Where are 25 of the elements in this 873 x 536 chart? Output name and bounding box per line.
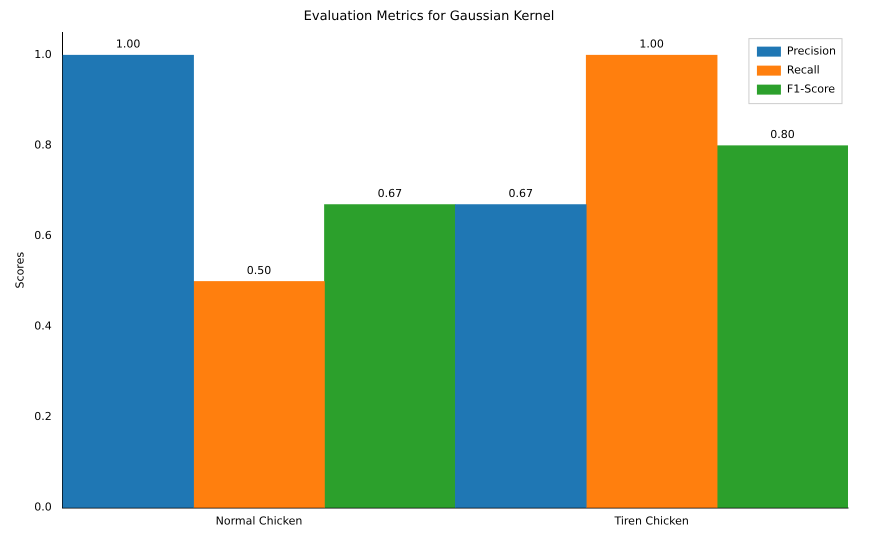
bar bbox=[193, 281, 325, 508]
x-tick-label: Tiren Chicken bbox=[613, 514, 689, 528]
legend-label: Recall bbox=[786, 63, 820, 76]
data-label: 1.00 bbox=[116, 38, 140, 51]
data-label: 0.67 bbox=[508, 186, 534, 200]
y-tick-label: 0.4 bbox=[34, 320, 52, 333]
y-tick-label: 0.6 bbox=[34, 229, 52, 242]
bar bbox=[586, 54, 718, 508]
chart-title: Evaluation Metrics for Gaussian Kernel bbox=[304, 9, 554, 24]
y-tick-label: 0.2 bbox=[34, 410, 52, 424]
bar bbox=[455, 204, 587, 508]
legend-label: Precision bbox=[786, 44, 836, 58]
data-label: 0.80 bbox=[770, 128, 795, 142]
y-tick-label: 0.8 bbox=[34, 138, 52, 152]
data-label: 1.00 bbox=[639, 38, 664, 51]
y-tick-label: 0.0 bbox=[34, 500, 52, 514]
data-label: 0.67 bbox=[378, 186, 402, 200]
bar bbox=[62, 54, 194, 508]
legend-label: F1-Score bbox=[786, 82, 836, 96]
x-tick-label: Normal Chicken bbox=[216, 514, 302, 528]
bar bbox=[716, 145, 848, 508]
data-label: 0.50 bbox=[246, 264, 272, 277]
y-axis-title: Scores bbox=[13, 252, 26, 288]
y-tick-label: 1.0 bbox=[34, 48, 52, 62]
bar bbox=[324, 204, 456, 508]
